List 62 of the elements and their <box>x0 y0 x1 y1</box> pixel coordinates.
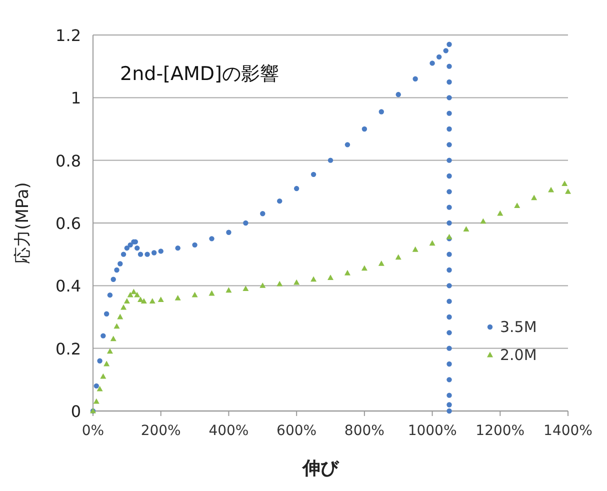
y-tick-label: 1 <box>70 88 81 108</box>
point <box>110 336 116 342</box>
point <box>294 279 300 285</box>
x-tick-label: 600% <box>276 423 317 439</box>
point <box>127 292 134 298</box>
x-tick-label: 1400% <box>544 423 592 439</box>
y-tick-label: 0.8 <box>56 151 81 170</box>
point <box>361 265 368 271</box>
point <box>130 288 137 294</box>
point <box>531 194 538 200</box>
point <box>134 292 140 298</box>
legend-label: 3.5M <box>500 318 537 336</box>
point <box>328 274 334 280</box>
point <box>395 254 402 260</box>
point <box>310 276 317 282</box>
point <box>260 282 266 288</box>
point <box>158 296 164 302</box>
point <box>106 348 113 354</box>
point <box>429 240 436 246</box>
point <box>562 180 568 186</box>
x-axis-title: 伸び <box>302 458 340 479</box>
point <box>208 290 215 296</box>
point <box>93 398 100 404</box>
point <box>276 280 283 286</box>
y-tick-label: 0.4 <box>56 276 81 296</box>
point <box>378 260 384 266</box>
text: 2nd-[AMD]の影響 <box>120 63 279 85</box>
point <box>242 286 249 291</box>
point <box>120 304 127 310</box>
x-tick-label: 1000% <box>408 423 457 439</box>
point <box>565 188 571 194</box>
x-tick-label: 200% <box>140 423 181 439</box>
point <box>514 202 520 208</box>
point <box>192 292 198 298</box>
y-tick-label: 0 <box>70 402 81 421</box>
point <box>96 386 103 392</box>
y-tick-label: 0.2 <box>56 339 81 358</box>
point <box>548 186 554 192</box>
point <box>117 314 124 320</box>
x-tick-label: 400% <box>208 423 249 439</box>
x-tick-label: 800% <box>344 423 384 439</box>
x-tick-label: 1200% <box>476 423 525 439</box>
point <box>226 287 232 293</box>
y-axis-title: 応力(MPa) <box>13 182 33 264</box>
point <box>140 298 147 304</box>
point <box>100 373 106 379</box>
point <box>412 246 418 252</box>
point <box>114 323 120 329</box>
point <box>463 226 470 232</box>
point <box>344 270 350 276</box>
point <box>446 234 452 240</box>
x-tick-label: 0% <box>82 423 104 439</box>
point <box>497 210 504 216</box>
point <box>480 218 486 224</box>
legend-label: 2.0M <box>500 346 537 364</box>
point <box>138 296 144 302</box>
point <box>149 298 156 304</box>
point <box>104 360 110 366</box>
point <box>174 295 181 300</box>
y-tick-label: 1.2 <box>56 26 81 45</box>
y-tick-label: 0.6 <box>56 214 81 233</box>
point <box>124 298 130 304</box>
